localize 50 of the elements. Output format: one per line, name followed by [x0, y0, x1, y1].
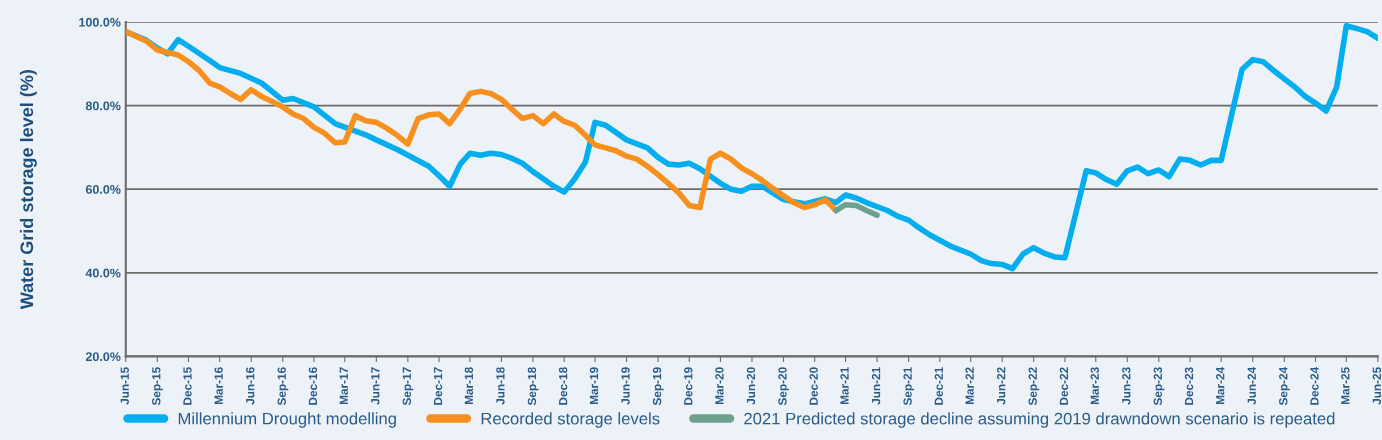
y-tick-label: 60.0%: [85, 185, 121, 194]
x-tick-label: Sep-15: [152, 367, 163, 406]
x-tick-label: Jun-15: [120, 367, 129, 405]
y-tick-label: 20.0%: [85, 352, 121, 362]
x-tick-label: Sep-22: [1028, 367, 1040, 406]
x-tick-label: Mar-24: [1216, 366, 1225, 405]
legend-label: Recorded storage levels: [481, 412, 660, 428]
x-tick-label: Mar-20: [715, 367, 724, 405]
x-tick-label: Jun-21: [871, 367, 881, 405]
x-tick-label: Sep-18: [527, 367, 539, 406]
x-tick-label: Mar-22: [965, 367, 974, 405]
x-tick-label: Sep-21: [903, 367, 915, 406]
x-tick-label: Mar-16: [214, 367, 223, 405]
x-tick-label: Jun-25: [1372, 367, 1382, 405]
x-tick-label: Mar-19: [589, 367, 599, 405]
x-tick-label: Dec-18: [558, 367, 568, 405]
x-tick-label: Mar-17: [339, 367, 348, 405]
x-tick-label: Jun-23: [1122, 367, 1131, 405]
x-tick-label: Jun-24: [1247, 366, 1256, 405]
x-tick-label: Jun-17: [371, 367, 380, 405]
x-tick-label: Jun-18: [496, 367, 505, 405]
x-tick-label: Mar-23: [1090, 367, 1099, 405]
x-tick-label: Jun-20: [746, 367, 756, 405]
legend-label: Millennium Drought modelling: [178, 412, 396, 428]
x-tick-label: Dec-15: [183, 367, 192, 405]
x-tick-label: Dec-20: [809, 367, 818, 405]
x-tick-label: Dec-16: [308, 367, 318, 405]
x-tick-label: Sep-23: [1153, 367, 1165, 406]
x-tick-label: Dec-22: [1059, 367, 1069, 405]
y-tick-label: 100.0%: [79, 17, 121, 27]
y-tick-label: 80.0%: [85, 101, 121, 111]
x-tick-label: Dec-24: [1310, 366, 1319, 405]
x-tick-label: Mar-25: [1341, 367, 1350, 405]
x-tick-label: Dec-23: [1184, 367, 1194, 405]
y-tick-label: 40.0%: [85, 268, 121, 278]
x-tick-label: Sep-16: [277, 367, 289, 406]
x-tick-label: Jun-19: [621, 367, 630, 405]
legend-label: 2021 Predicted storage decline assuming 2019 drawndown scenario is repeated: [744, 412, 1335, 428]
x-tick-label: Mar-21: [840, 367, 849, 405]
x-tick-label: Sep-19: [652, 367, 664, 406]
x-tick-label: Jun-16: [246, 367, 255, 405]
x-tick-label: Mar-18: [464, 367, 474, 405]
x-tick-label: Dec-19: [684, 367, 693, 405]
x-tick-label: Sep-20: [778, 367, 790, 406]
y-axis-title: Water Grid storage level (%): [19, 70, 37, 310]
x-tick-label: Sep-17: [402, 367, 414, 406]
x-tick-label: Sep-24: [1279, 366, 1290, 406]
x-tick-label: Dec-21: [934, 367, 943, 405]
x-tick-label: Jun-22: [997, 367, 1006, 405]
x-tick-label: Dec-17: [433, 367, 443, 405]
